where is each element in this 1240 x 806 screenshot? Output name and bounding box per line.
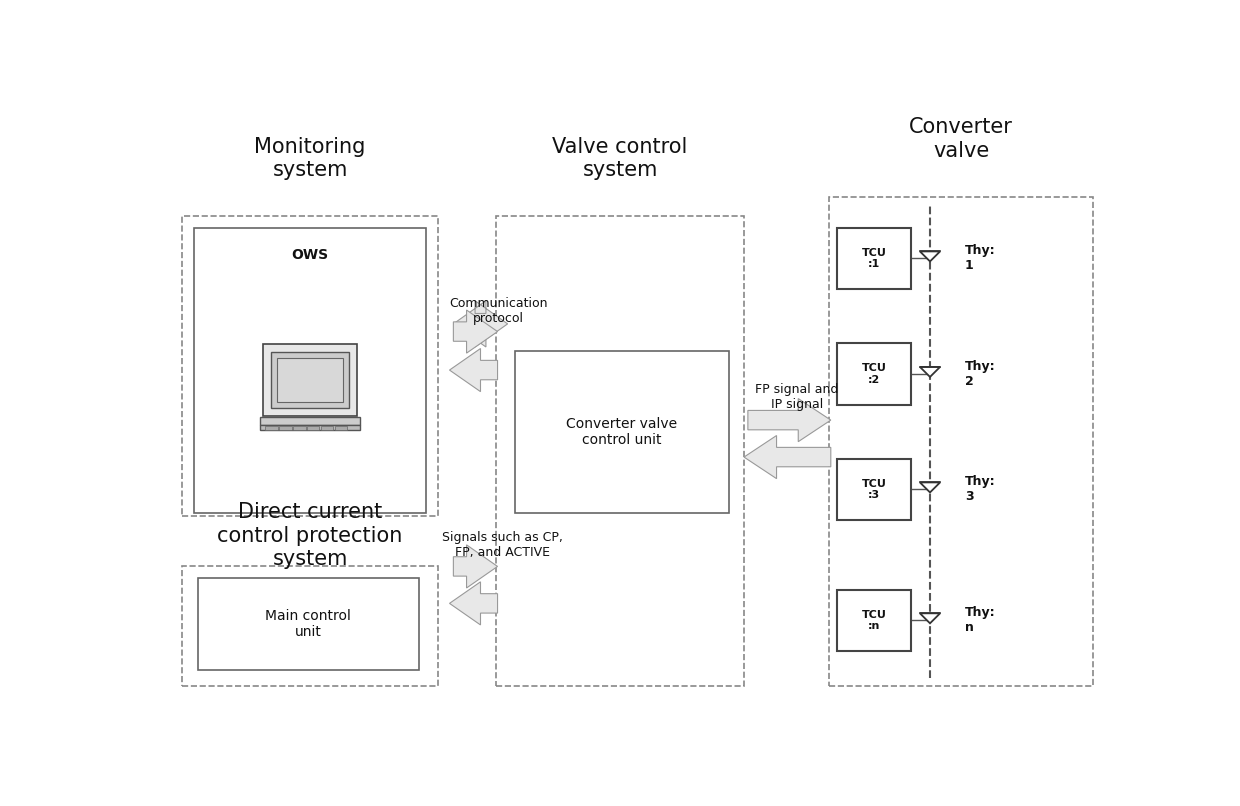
Text: Converter
valve: Converter valve xyxy=(909,118,1013,160)
Bar xyxy=(259,425,360,430)
Text: TCU
:2: TCU :2 xyxy=(862,364,887,384)
Bar xyxy=(516,351,729,513)
Text: TCU
:3: TCU :3 xyxy=(862,479,887,501)
Bar xyxy=(277,358,343,402)
Polygon shape xyxy=(920,613,940,623)
Bar xyxy=(182,567,438,686)
Bar xyxy=(270,352,350,408)
Bar xyxy=(182,216,438,517)
Text: Signals such as CP,
FP, and ACTIVE: Signals such as CP, FP, and ACTIVE xyxy=(443,531,563,559)
Polygon shape xyxy=(454,545,497,588)
Polygon shape xyxy=(744,435,831,479)
Polygon shape xyxy=(454,301,507,347)
Text: FP signal and
IP signal: FP signal and IP signal xyxy=(755,383,838,411)
Text: Communication
protocol: Communication protocol xyxy=(449,297,548,325)
Bar xyxy=(279,426,291,430)
Polygon shape xyxy=(920,251,940,261)
Bar xyxy=(837,589,910,651)
Bar xyxy=(308,426,320,430)
Bar xyxy=(197,578,419,671)
Polygon shape xyxy=(748,398,831,442)
Text: Monitoring
system: Monitoring system xyxy=(254,137,366,180)
Bar xyxy=(837,343,910,405)
Bar xyxy=(259,417,360,425)
Polygon shape xyxy=(449,582,497,625)
Polygon shape xyxy=(454,310,497,353)
Text: TCU
:1: TCU :1 xyxy=(862,247,887,269)
Text: OWS: OWS xyxy=(291,247,329,262)
Text: Direct current
control protection
system: Direct current control protection system xyxy=(217,502,403,569)
Bar xyxy=(293,426,305,430)
Bar xyxy=(335,426,347,430)
Bar xyxy=(263,344,357,416)
Text: Thy:
n: Thy: n xyxy=(965,606,996,634)
Text: Thy:
1: Thy: 1 xyxy=(965,244,996,272)
Bar xyxy=(496,216,744,686)
Bar xyxy=(193,227,427,513)
Bar xyxy=(837,227,910,289)
Text: Thy:
3: Thy: 3 xyxy=(965,476,996,504)
Bar xyxy=(265,426,278,430)
Bar xyxy=(837,459,910,520)
Bar xyxy=(321,426,334,430)
Text: Main control
unit: Main control unit xyxy=(265,609,351,639)
Polygon shape xyxy=(920,367,940,377)
Text: TCU
:n: TCU :n xyxy=(862,609,887,631)
Bar xyxy=(830,197,1092,686)
Text: Converter valve
control unit: Converter valve control unit xyxy=(567,417,677,447)
Text: Thy:
2: Thy: 2 xyxy=(965,360,996,388)
Text: Valve control
system: Valve control system xyxy=(552,137,688,180)
Polygon shape xyxy=(920,483,940,492)
Polygon shape xyxy=(449,348,497,392)
